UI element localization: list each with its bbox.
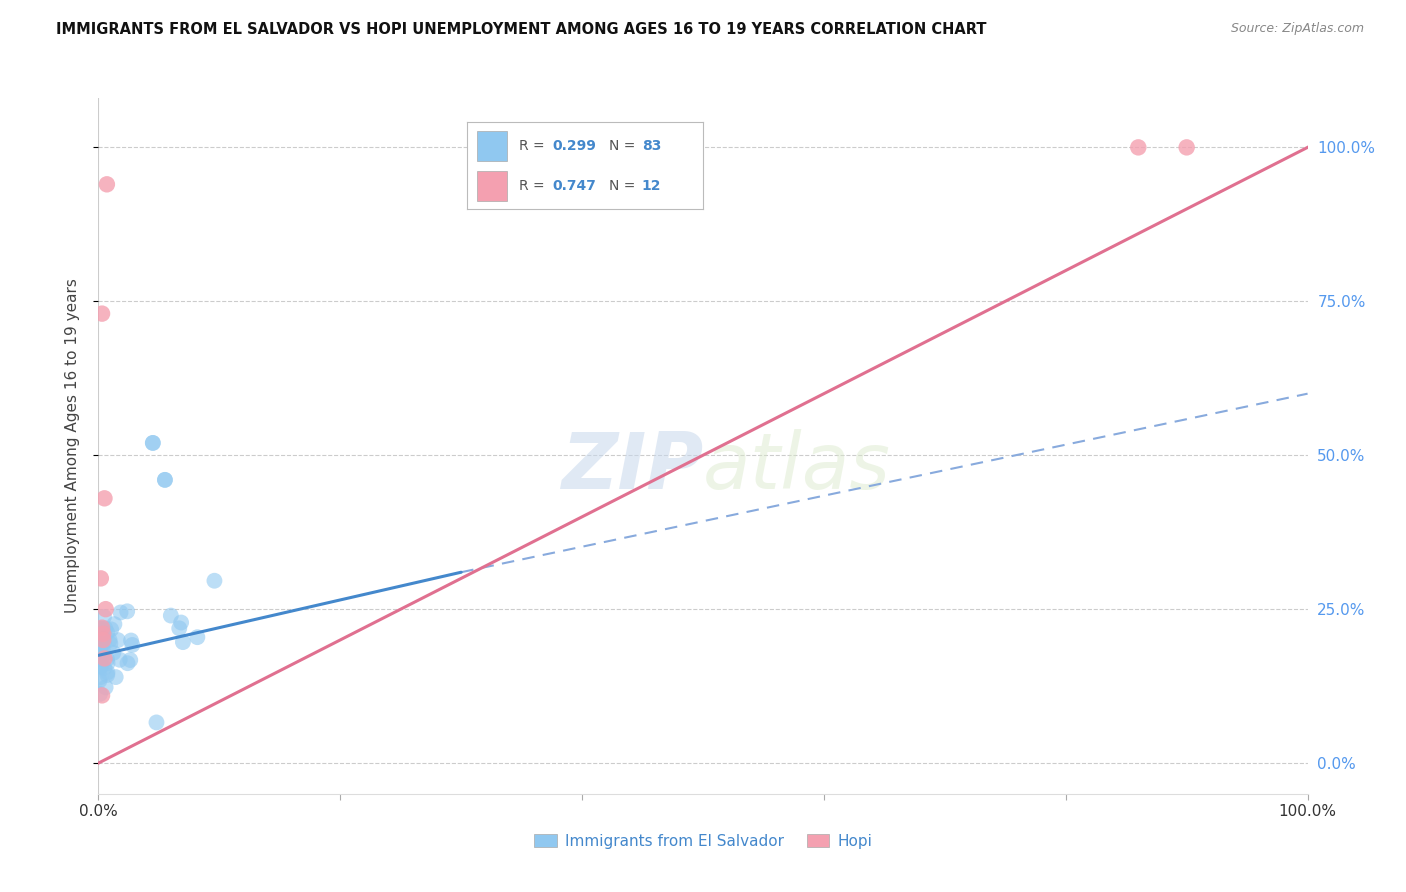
Point <box>97 656 120 670</box>
Point <box>98 632 121 647</box>
Point <box>186 630 208 644</box>
Point <box>94 602 117 616</box>
Point <box>153 473 176 487</box>
Point <box>89 640 111 654</box>
Point <box>91 632 114 647</box>
Point <box>90 636 112 650</box>
Point <box>89 687 111 701</box>
Point <box>91 624 114 638</box>
Legend: Immigrants from El Salvador, Hopi: Immigrants from El Salvador, Hopi <box>534 834 872 849</box>
Point <box>90 660 112 674</box>
Point <box>90 637 112 651</box>
Point <box>89 654 111 668</box>
Point <box>91 643 114 657</box>
Point <box>89 648 111 663</box>
Point <box>93 491 115 506</box>
Point <box>153 473 176 487</box>
Point <box>167 621 190 635</box>
Point <box>121 638 143 652</box>
Point <box>103 617 125 632</box>
Point <box>100 623 122 637</box>
Point <box>142 436 165 450</box>
Point <box>120 653 142 667</box>
Point <box>90 571 112 585</box>
Point <box>94 621 117 635</box>
Point <box>96 652 118 666</box>
Point <box>89 627 111 641</box>
Point <box>117 656 139 670</box>
Point <box>93 636 115 650</box>
Point <box>1175 140 1198 154</box>
Point <box>93 610 115 624</box>
Point <box>96 665 118 680</box>
Point <box>89 647 111 661</box>
Point <box>160 608 183 623</box>
Point <box>90 652 112 666</box>
Text: ZIP: ZIP <box>561 429 703 505</box>
Point <box>91 627 114 641</box>
Point <box>89 670 111 684</box>
Point <box>91 621 114 635</box>
Point <box>108 653 131 667</box>
Point <box>103 646 125 660</box>
Point <box>110 606 132 620</box>
Point <box>89 622 111 636</box>
Point <box>89 658 111 673</box>
Point <box>93 651 115 665</box>
Point <box>89 632 111 646</box>
Point <box>115 604 138 618</box>
Point <box>98 637 121 651</box>
Point <box>93 661 115 675</box>
Point <box>91 689 114 703</box>
Point <box>89 673 111 688</box>
Text: atlas: atlas <box>703 429 891 505</box>
Point <box>104 670 127 684</box>
Point <box>90 622 112 636</box>
Y-axis label: Unemployment Among Ages 16 to 19 years: Unemployment Among Ages 16 to 19 years <box>65 278 80 614</box>
Point <box>90 636 112 650</box>
Text: IMMIGRANTS FROM EL SALVADOR VS HOPI UNEMPLOYMENT AMONG AGES 16 TO 19 YEARS CORRE: IMMIGRANTS FROM EL SALVADOR VS HOPI UNEM… <box>56 22 987 37</box>
Point <box>170 615 193 630</box>
Text: Source: ZipAtlas.com: Source: ZipAtlas.com <box>1230 22 1364 36</box>
Point <box>96 178 118 192</box>
Point <box>96 668 118 682</box>
Point <box>120 633 142 648</box>
Point <box>204 574 226 588</box>
Point <box>1128 140 1150 154</box>
Point <box>96 625 118 640</box>
Point <box>145 715 167 730</box>
Point <box>94 681 117 695</box>
Point <box>91 307 114 321</box>
Point <box>107 633 129 648</box>
Point <box>142 436 165 450</box>
Point <box>172 635 194 649</box>
